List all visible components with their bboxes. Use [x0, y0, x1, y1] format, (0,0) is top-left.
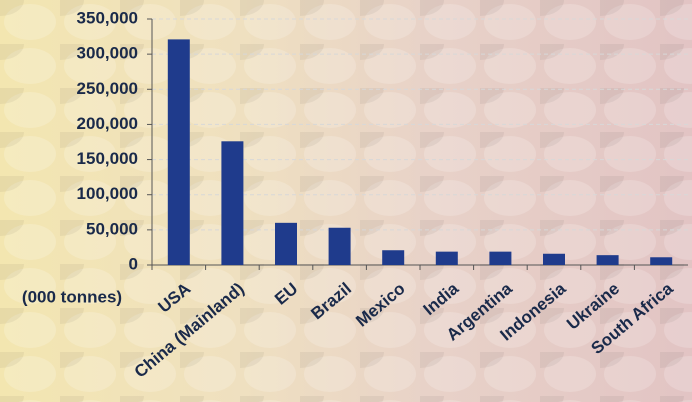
bar — [650, 257, 673, 265]
bar — [543, 253, 565, 265]
y-tick-label: 50,000 — [86, 219, 138, 238]
y-tick-label: 200,000 — [77, 114, 138, 133]
bar — [435, 251, 458, 265]
y-tick-label: 350,000 — [77, 8, 138, 27]
bar — [596, 255, 619, 265]
y-tick-label: 0 — [129, 254, 138, 273]
bar — [489, 251, 512, 265]
bar — [275, 222, 297, 265]
bar — [167, 39, 190, 265]
y-tick-label: 100,000 — [77, 184, 138, 203]
bar — [221, 141, 244, 265]
y-tick-label: 300,000 — [77, 44, 138, 63]
bar — [382, 250, 405, 265]
bar — [328, 227, 351, 265]
y-tick-label: 250,000 — [77, 79, 138, 98]
y-tick-label: 150,000 — [77, 149, 138, 168]
y-axis-label: (000 tonnes) — [22, 287, 122, 306]
